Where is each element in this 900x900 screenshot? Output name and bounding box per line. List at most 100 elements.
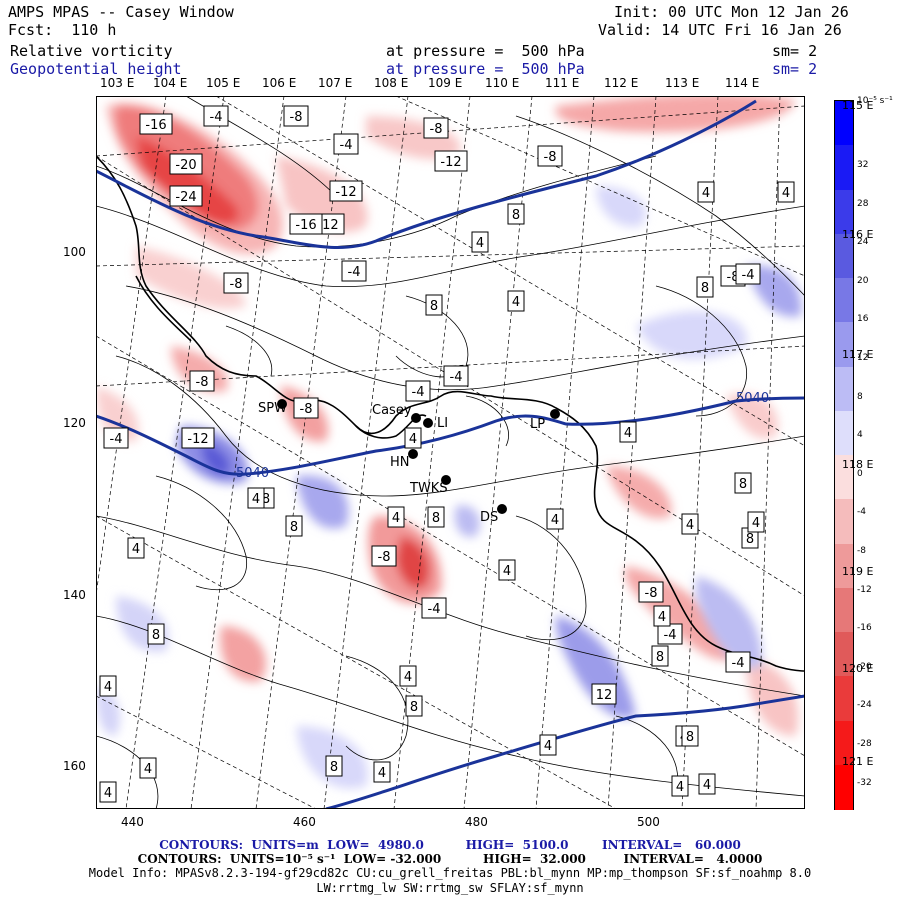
colorbar-segment bbox=[835, 145, 853, 190]
vort-label: 4 bbox=[619, 421, 637, 443]
vort-label: 8 bbox=[734, 472, 752, 494]
vort-label: -12 bbox=[329, 180, 363, 202]
vort-label-text: -4 bbox=[210, 110, 223, 125]
vort-label-box bbox=[189, 370, 215, 392]
vort-label-text: 12 bbox=[596, 688, 613, 703]
vort-label-text: 8 bbox=[152, 628, 160, 643]
field2-name: Geopotential height bbox=[10, 60, 182, 78]
vort-label-text: 4 bbox=[104, 786, 112, 801]
vorticity-contour-info: CONTOURS: UNITS=10⁻⁵ s⁻¹ LOW= -32.000 HI… bbox=[137, 852, 763, 866]
vort-label-box bbox=[103, 427, 129, 449]
vort-label-text: -8 bbox=[378, 550, 391, 565]
vort-label-box bbox=[371, 545, 397, 567]
vort-label-box bbox=[725, 651, 751, 673]
vort-label: 8 bbox=[681, 725, 699, 747]
vort-label-text: 4 bbox=[104, 680, 112, 695]
colorbar-segment bbox=[835, 543, 853, 589]
colorbar-tick: -12 bbox=[857, 584, 872, 595]
vort-label-text: 8 bbox=[656, 650, 664, 665]
vort-label-box bbox=[169, 153, 203, 175]
colorbar-segment bbox=[835, 233, 853, 279]
colorbar-segment bbox=[835, 676, 853, 721]
vort-label-text: 8 bbox=[330, 760, 338, 775]
vort-label-box bbox=[373, 761, 391, 783]
vort-label-box bbox=[341, 260, 367, 282]
vort-label: 4 bbox=[247, 487, 265, 509]
vort-label-box bbox=[651, 645, 669, 667]
vort-label: -8 bbox=[189, 370, 215, 392]
vort-label-text: -8 bbox=[300, 402, 313, 417]
vort-label-box bbox=[619, 421, 637, 443]
forecast-hour: Fcst: 110 h bbox=[8, 21, 117, 39]
colorbar-segment bbox=[835, 278, 853, 323]
height-contour-labels: 5040 5040 bbox=[236, 391, 769, 481]
vort-label-box bbox=[405, 380, 431, 402]
lon-label: 112 E bbox=[604, 76, 639, 90]
vort-label-text: 8 bbox=[701, 281, 709, 296]
field2-smoothing: sm= 2 bbox=[772, 60, 818, 78]
vort-label-text: 4 bbox=[132, 542, 140, 557]
model-info-physics: LW:rrtmg_lw SW:rrtmg_sw SFLAY:sf_mynn bbox=[316, 881, 584, 895]
vort-label-text: 4 bbox=[676, 780, 684, 795]
station-label-li: LI bbox=[437, 416, 448, 431]
vort-label: 4 bbox=[99, 781, 117, 803]
colorbar-segment bbox=[835, 410, 853, 456]
lon-label: 103 E bbox=[100, 76, 135, 90]
vort-label-text: -4 bbox=[348, 265, 361, 280]
lon-label: 107 E bbox=[318, 76, 353, 90]
vort-label-box bbox=[443, 365, 469, 387]
vort-label: -8 bbox=[423, 117, 449, 139]
title: AMPS MPAS -- Casey Window bbox=[8, 3, 234, 21]
vort-label: 4 bbox=[681, 513, 699, 535]
vort-label: -4 bbox=[405, 380, 431, 402]
field1-smoothing: sm= 2 bbox=[772, 42, 818, 60]
vort-label-text: 4 bbox=[551, 513, 559, 528]
vort-label-text: 4 bbox=[144, 762, 152, 777]
vort-label: 4 bbox=[653, 605, 671, 627]
vorticity-contour-labels: -16-4 -8-4-8-12-20-12-8-24-12-16-4-8-4-8-… bbox=[99, 105, 795, 803]
vort-label: -8 bbox=[293, 397, 319, 419]
vort-label-box bbox=[747, 511, 765, 533]
vort-label-box bbox=[293, 397, 319, 419]
vort-label-text: 4 bbox=[658, 610, 666, 625]
vort-label-text: -24 bbox=[175, 190, 196, 205]
vort-label: -4 bbox=[333, 133, 359, 155]
lon-label: 113 E bbox=[665, 76, 700, 90]
colorbar-tick: 0 bbox=[857, 468, 863, 479]
vort-label: 8 bbox=[147, 623, 165, 645]
height-contour-info: CONTOURS: UNITS=m LOW= 4980.0 HIGH= 5100… bbox=[159, 838, 741, 852]
vort-label-text: -8 bbox=[196, 375, 209, 390]
vort-label: 4 bbox=[697, 181, 715, 203]
vort-label: 8 bbox=[651, 645, 669, 667]
height-label-5040-west: 5040 bbox=[236, 466, 269, 481]
vort-label-box bbox=[203, 105, 229, 127]
vort-label-box bbox=[696, 276, 714, 298]
vort-label-box bbox=[247, 487, 265, 509]
colorbar-tick: -4 bbox=[857, 507, 866, 518]
vort-label-text: -4 bbox=[340, 138, 353, 153]
vort-label-box bbox=[507, 290, 525, 312]
vort-label-box bbox=[638, 581, 664, 603]
vort-label-box bbox=[99, 675, 117, 697]
x-tick-label: 460 bbox=[293, 815, 316, 829]
station-label-ds: DS bbox=[480, 510, 498, 525]
vort-label: -4 bbox=[103, 427, 129, 449]
lon-label: 111 E bbox=[545, 76, 580, 90]
vort-label: -4 bbox=[735, 263, 761, 285]
vort-label-text: 8 bbox=[686, 730, 694, 745]
vort-label: 8 bbox=[285, 515, 303, 537]
vort-label-box bbox=[591, 683, 617, 705]
vort-label-box bbox=[681, 513, 699, 535]
x-tick-label: 480 bbox=[465, 815, 488, 829]
vort-label-box bbox=[181, 427, 215, 449]
vort-label-box bbox=[333, 133, 359, 155]
vort-label-text: 4 bbox=[782, 186, 790, 201]
vort-label-box bbox=[653, 605, 671, 627]
height-label-5040-east: 5040 bbox=[736, 391, 769, 406]
vort-label-text: 4 bbox=[624, 426, 632, 441]
right-lon-label: 115 E bbox=[842, 99, 874, 112]
vort-label: -4 bbox=[443, 365, 469, 387]
vort-label-text: -8 bbox=[645, 586, 658, 601]
vort-label-text: -4 bbox=[412, 385, 425, 400]
vort-label-box bbox=[681, 725, 699, 747]
